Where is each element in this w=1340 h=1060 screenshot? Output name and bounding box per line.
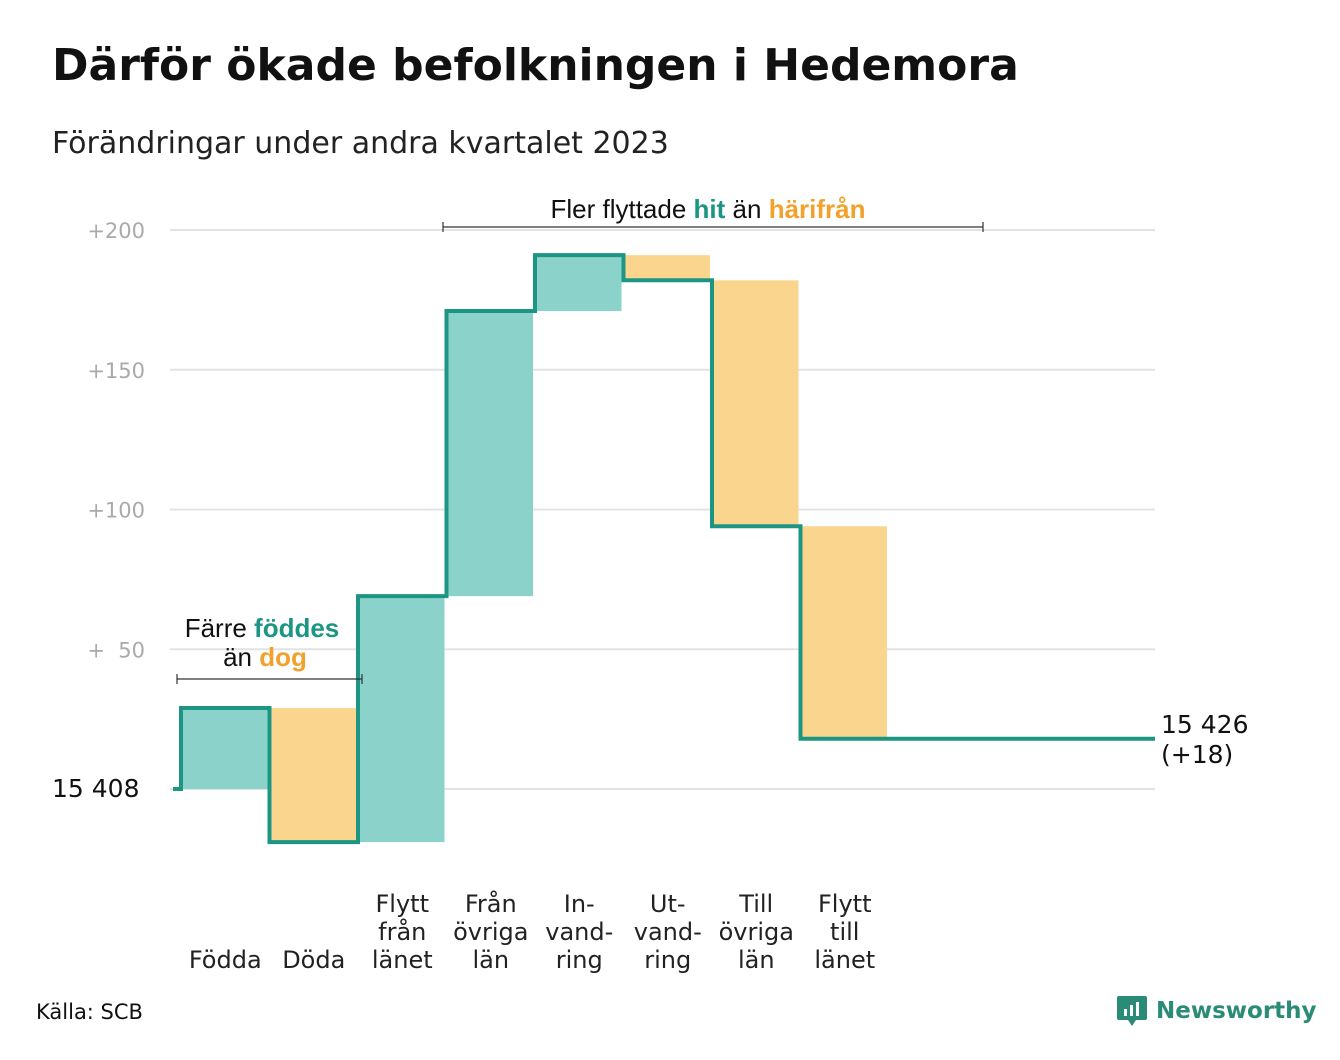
y-tick-label-1: +150 (87, 359, 145, 383)
bar-till-övriga-län (712, 280, 799, 527)
category-label: Till (738, 890, 773, 918)
bar-in--vand--ring (535, 255, 622, 312)
chart-subtitle: Förändringar under andra kvartalet 2023 (52, 126, 669, 161)
y-tick-label-0: +200 (87, 219, 145, 243)
y-tick-label-2: +100 (87, 499, 145, 523)
category-label: vand- (545, 918, 613, 946)
newsworthy-logo[interactable]: Newsworthy (1116, 994, 1317, 1028)
category-label: vand- (634, 918, 702, 946)
births-annotation-line1: Färre föddes (185, 613, 340, 643)
step-line-group (173, 253, 1155, 845)
brand-name: Newsworthy (1156, 998, 1317, 1024)
category-label: från (378, 917, 426, 946)
bar-födda (181, 707, 268, 789)
newsworthy-logo-icon (1117, 996, 1147, 1026)
category-label: övriga (453, 918, 528, 946)
end-value-label: 15 426 (1161, 710, 1248, 739)
source-label: Källa: SCB (36, 1000, 143, 1024)
category-labels: Födda DödaFlyttfrånlänetFrånövrigalänIn-v… (189, 889, 875, 974)
moves-annotation-text: Fler flyttade hit än härifrån (550, 194, 865, 224)
category-label: Döda (282, 946, 345, 974)
category-label: Födda (189, 946, 262, 974)
bars (181, 255, 887, 843)
category-label: länet (814, 946, 875, 974)
step-line (173, 253, 1155, 845)
births-bracket (176, 674, 363, 684)
bar-flytt-från-länet (358, 596, 445, 843)
y-tick-label-3: + 50 (87, 638, 145, 662)
y-tick-labels: +200 +150 +100 + 50 (87, 219, 145, 662)
category-label: Flytt (376, 890, 430, 918)
category-label: Ut- (650, 890, 686, 918)
bar-ut--vand--ring (623, 255, 710, 281)
moves-annotation: Fler flyttade hit än härifrån (442, 194, 984, 232)
bar-döda (269, 707, 356, 843)
moves-bracket (442, 222, 984, 232)
category-label: Från (465, 889, 517, 918)
category-label: ring (556, 946, 603, 974)
category-label: län (738, 946, 775, 974)
chart-title: Därför ökade befolkningen i Hedemora (52, 40, 1019, 91)
category-label: län (472, 946, 509, 974)
category-label: ring (644, 946, 691, 974)
bar-flytt-till-länet (800, 526, 887, 739)
end-change-label: (+18) (1161, 740, 1233, 769)
births-annotation-line2: än dog (223, 642, 307, 672)
category-label: länet (372, 946, 433, 974)
category-label: till (830, 918, 859, 946)
category-label: övriga (719, 918, 794, 946)
start-value-label: 15 408 (52, 774, 139, 803)
births-annotation: Färre föddes än dog (176, 613, 363, 684)
category-label: Flytt (818, 890, 872, 918)
gridlines (170, 229, 1155, 790)
category-label: In- (564, 890, 595, 918)
bar-från-övriga-län (446, 311, 533, 597)
